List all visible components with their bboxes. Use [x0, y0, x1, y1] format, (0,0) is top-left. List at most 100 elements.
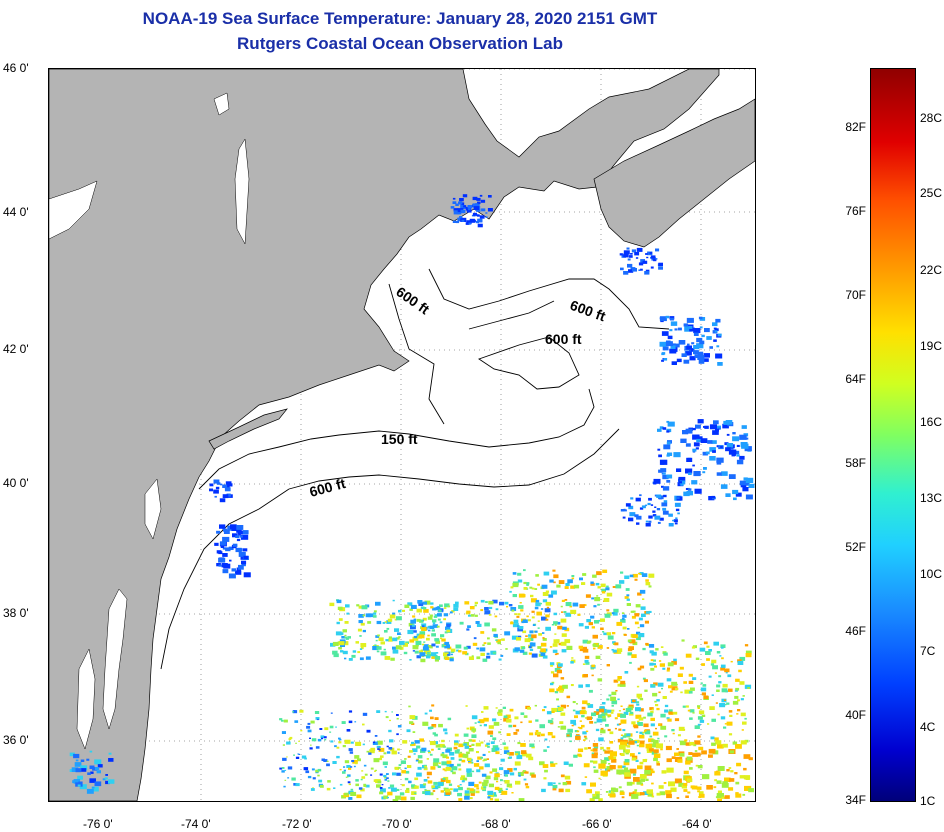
sst-pixel — [105, 780, 110, 785]
sst-pixel — [618, 744, 626, 750]
sst-pixel — [333, 787, 336, 789]
sst-pixel — [464, 795, 470, 800]
sst-pixel — [474, 601, 478, 605]
sst-pixel — [230, 525, 235, 529]
sst-pixel — [688, 472, 692, 475]
sst-pixel — [94, 781, 102, 787]
sst-pixel — [606, 585, 609, 588]
sst-pixel — [338, 641, 345, 646]
sst-pixel — [409, 639, 415, 643]
sst-pixel — [620, 619, 626, 623]
sst-pixel — [522, 619, 528, 623]
sst-pixel — [443, 787, 446, 790]
sst-pixel — [658, 660, 662, 662]
sst-pixel — [523, 569, 526, 572]
sst-pixel — [631, 721, 636, 725]
sst-pixel — [596, 595, 599, 597]
sst-pixel — [604, 613, 611, 618]
map-subtitle: Rutgers Coastal Ocean Observation Lab — [237, 34, 563, 53]
sst-pixel — [654, 515, 661, 520]
sst-pixel — [704, 328, 710, 333]
sst-pixel — [391, 711, 393, 713]
latitude-label: 38 0' — [3, 606, 29, 620]
sst-pixel — [636, 792, 642, 796]
sst-pixel — [80, 759, 85, 762]
sst-pixel — [407, 629, 414, 635]
sst-pixel — [676, 358, 682, 363]
sst-pixel — [427, 780, 433, 784]
sst-pixel — [469, 797, 473, 800]
sst-pixel — [435, 652, 439, 654]
sst-pixel — [510, 607, 517, 611]
sst-pixel — [641, 733, 644, 735]
sst-pixel — [466, 209, 472, 213]
colorbar-fahrenheit-label: 58F — [845, 456, 866, 470]
sst-pixel — [678, 481, 682, 484]
sst-pixel — [512, 594, 517, 598]
bathymetry-contours — [160, 268, 670, 670]
sst-pixel — [683, 359, 690, 364]
sst-pixel — [717, 798, 722, 801]
sst-pixel — [432, 622, 436, 624]
sst-pixel — [715, 318, 721, 323]
sst-pixel — [482, 658, 488, 662]
sst-pixel — [89, 750, 93, 753]
sst-pixel — [603, 632, 607, 636]
sst-pixel — [679, 753, 685, 757]
sst-pixel — [683, 770, 689, 775]
sst-pixel — [338, 737, 341, 740]
sst-pixel — [653, 740, 659, 744]
sst-pixel — [542, 638, 547, 641]
sst-pixel — [634, 578, 638, 581]
sst-pixel — [639, 507, 644, 510]
sst-pixel — [729, 750, 735, 754]
sst-pixel — [528, 720, 532, 723]
sst-pixel — [573, 723, 577, 726]
sst-pixel — [457, 217, 463, 222]
sst-pixel — [543, 571, 550, 576]
sst-pixel — [386, 745, 389, 748]
sst-pixel — [506, 752, 510, 755]
sst-pixel — [657, 737, 660, 740]
sst-pixel — [495, 608, 499, 611]
sst-pixel — [415, 759, 419, 762]
sst-pixel — [692, 434, 700, 440]
sst-pixel — [556, 669, 562, 674]
sst-pixel — [720, 484, 728, 489]
sst-pixel — [697, 790, 701, 793]
sst-pixel — [598, 737, 604, 742]
sst-pixel — [666, 717, 670, 720]
sst-pixel — [420, 658, 426, 663]
sst-pixel — [413, 618, 417, 621]
sst-pixel — [535, 719, 539, 722]
sst-pixel — [607, 635, 614, 640]
sst-pixel — [744, 785, 752, 791]
sst-pixel — [451, 766, 458, 771]
sst-pixel — [647, 712, 653, 717]
sst-pixel — [739, 681, 745, 685]
sst-pixel — [330, 642, 336, 647]
sst-pixel — [404, 767, 407, 770]
sst-pixel — [550, 761, 554, 764]
sst-pixel — [720, 644, 726, 648]
sst-pixel — [657, 521, 661, 524]
sst-pixel — [713, 641, 719, 646]
sst-pixel — [629, 639, 636, 644]
sst-pixel — [397, 752, 400, 754]
sst-pixel — [655, 743, 663, 749]
sst-pixel — [424, 654, 427, 657]
sst-pixel — [537, 646, 542, 649]
sst-pixel — [734, 689, 738, 692]
sst-pixel — [537, 627, 540, 629]
sst-pixel — [587, 704, 594, 708]
sst-pixel — [645, 778, 649, 781]
sst-pixel — [668, 711, 673, 715]
sst-pixel — [688, 752, 693, 755]
sst-pixel — [612, 641, 616, 644]
sst-pixel — [360, 788, 365, 792]
sst-pixel — [220, 545, 225, 548]
sst-pixel — [636, 781, 642, 785]
sst-pixel — [716, 461, 722, 465]
sst-pixel — [596, 571, 602, 576]
sst-pixel — [636, 693, 642, 698]
